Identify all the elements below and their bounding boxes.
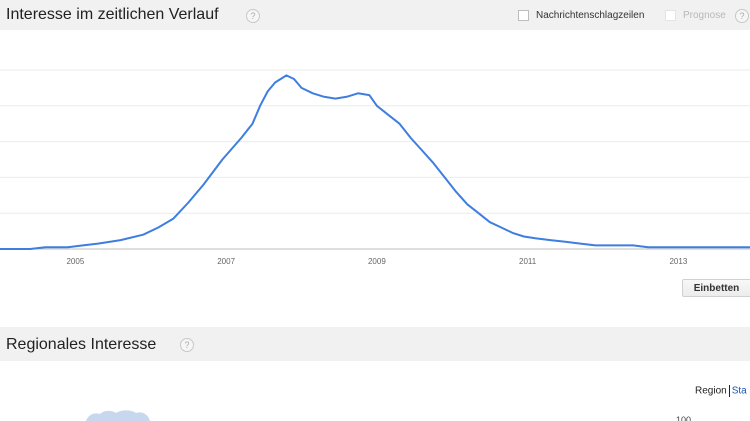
x-tick-label: 2011 bbox=[519, 257, 537, 266]
x-tick-label: 2013 bbox=[669, 257, 687, 266]
regional-interest-header: Regionales Interesse ? bbox=[0, 327, 750, 361]
section-title-regional-interest: Regionales Interesse bbox=[6, 336, 157, 353]
map-shape bbox=[86, 410, 150, 421]
embed-button[interactable]: Einbetten bbox=[682, 279, 750, 297]
tab-region[interactable]: Region bbox=[695, 385, 727, 397]
interest-over-time-chart: 2005 2007 2009 2011 2013 bbox=[0, 69, 750, 266]
x-axis-ticks: 2005 2007 2009 2011 2013 bbox=[66, 257, 687, 266]
help-icon[interactable]: ? bbox=[246, 9, 260, 23]
forecast-checkbox[interactable] bbox=[665, 10, 676, 21]
x-tick-label: 2005 bbox=[66, 257, 84, 266]
help-icon[interactable]: ? bbox=[180, 338, 194, 352]
forecast-label[interactable]: Prognose bbox=[683, 10, 726, 21]
news-headlines-checkbox[interactable] bbox=[518, 10, 529, 21]
regional-map[interactable] bbox=[84, 409, 154, 421]
region-row-label: ... bbox=[425, 415, 433, 421]
news-headlines-label[interactable]: Nachrichtenschlagzeilen bbox=[536, 10, 645, 21]
section-title-interest-over-time: Interesse im zeitlichen Verlauf bbox=[6, 6, 219, 23]
x-tick-label: 2009 bbox=[368, 257, 386, 266]
tab-city[interactable]: Sta bbox=[731, 385, 747, 397]
region-city-tabs: Region Sta bbox=[695, 385, 747, 397]
interest-series-line bbox=[0, 74, 750, 250]
interest-over-time-header: Interesse im zeitlichen Verlauf ? Nachri… bbox=[0, 0, 750, 30]
tab-separator bbox=[728, 385, 730, 397]
x-tick-label: 2007 bbox=[217, 257, 235, 266]
chart-gridlines bbox=[0, 69, 750, 250]
forecast-help-icon[interactable]: ? bbox=[735, 9, 749, 23]
region-row-value: 100 bbox=[676, 415, 692, 421]
